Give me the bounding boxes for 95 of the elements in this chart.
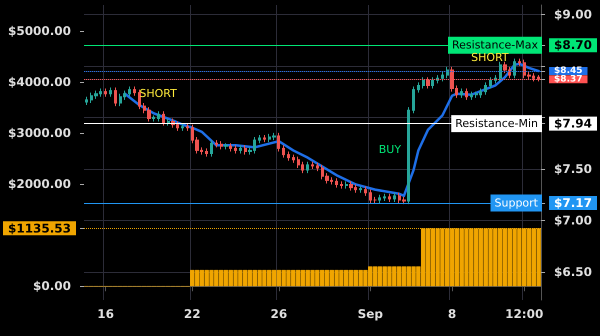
y2-tick-label: $6.50 [554,265,592,280]
candlestick [446,66,449,79]
candlestick [128,86,131,98]
candlestick [412,86,415,114]
candlestick [94,90,98,100]
candlestick [436,74,439,84]
y-tick-label: $0.00 [33,279,72,294]
annotation: BUY [378,143,402,156]
candlestick [340,180,343,190]
candlestick [205,148,208,158]
candlestick [162,110,165,126]
x-tick-label: 22 [184,307,201,321]
candlestick [186,123,189,132]
candlestick [119,93,122,107]
candlestick [475,91,478,98]
candlestick [489,76,492,90]
candlestick [210,140,213,158]
y2-tick-label: $8.45 [554,66,583,76]
candlestick [349,180,353,192]
y2-tick-label: $7.17 [554,196,592,210]
candlestick [470,91,473,100]
y-tick-label: $3000.00 [8,126,72,140]
y-tick-label: $5000.00 [8,24,72,38]
candlestick [465,88,468,100]
candlestick [518,58,521,66]
candlestick [104,88,107,98]
annotation: SHORT [471,51,509,64]
candlestick [359,186,362,194]
candlestick [431,76,434,90]
y-tick-label: $4000.00 [8,75,72,90]
candlestick [378,194,381,204]
x-tick-label: 26 [270,307,288,321]
candlestick [258,134,261,144]
y-tick-label: $2000.00 [8,177,72,192]
ref-line-label: Resistance-Min [455,117,538,130]
candlestick [417,82,420,94]
candlestick [133,86,136,96]
ref-line-label: Resistance-Max [452,38,538,52]
y2-tick-label: $9.00 [554,7,592,22]
candlestick [287,150,290,162]
candlestick [229,142,232,152]
candlestick [224,142,228,150]
candlestick [335,178,338,188]
candlestick [138,89,141,110]
candlestick [272,132,276,141]
x-tick-label: 12:00 [505,307,544,321]
candlestick [282,144,285,158]
candlestick [109,87,112,98]
candlestick [494,74,497,84]
candlestick [292,154,295,164]
x-tick-label: 16 [97,307,114,321]
annotation: SHORT [139,87,178,100]
y2-tick-label: $8.70 [554,38,592,52]
candlestick [479,88,482,98]
y2-tick-label: $7.50 [554,162,592,176]
candlestick [499,61,502,82]
candlestick [306,161,309,174]
candlestick [167,118,170,126]
candlestick [426,76,430,90]
x-tick-label: 8 [448,307,456,321]
x-tick-label: Sep [358,307,384,321]
candlestick [503,61,507,74]
candlestick [407,106,410,205]
candlestick [388,193,391,203]
candlestick [181,123,184,132]
candlestick [263,134,266,143]
y2-tick-label: $7.94 [554,116,592,131]
candlestick [220,140,223,150]
candlestick [422,76,425,90]
candlestick [215,140,218,148]
candlestick [316,162,319,172]
y-tick-label: $1135.53 [8,221,72,236]
candlestick [114,87,117,107]
candlestick [147,106,151,122]
candlestick [239,144,242,154]
candlestick [513,58,516,79]
candlestick [484,82,487,96]
candlestick [85,96,88,106]
candlestick [383,193,386,202]
candlestick [234,144,237,154]
candlestick [441,72,444,82]
candlestick [364,186,367,196]
y2-tick-label: $8.37 [554,74,583,84]
candlestick [537,74,540,82]
y2-tick-label: $7.00 [554,214,592,228]
candlestick [152,114,155,122]
candlestick [311,161,314,170]
candlestick [393,192,396,203]
ref-line-label: Support [494,196,539,210]
candlestick [345,180,348,190]
candlestick [460,88,463,98]
candlestick [277,132,280,152]
candlestick [402,196,406,205]
candlestick [244,144,247,156]
candlestick [157,110,160,122]
